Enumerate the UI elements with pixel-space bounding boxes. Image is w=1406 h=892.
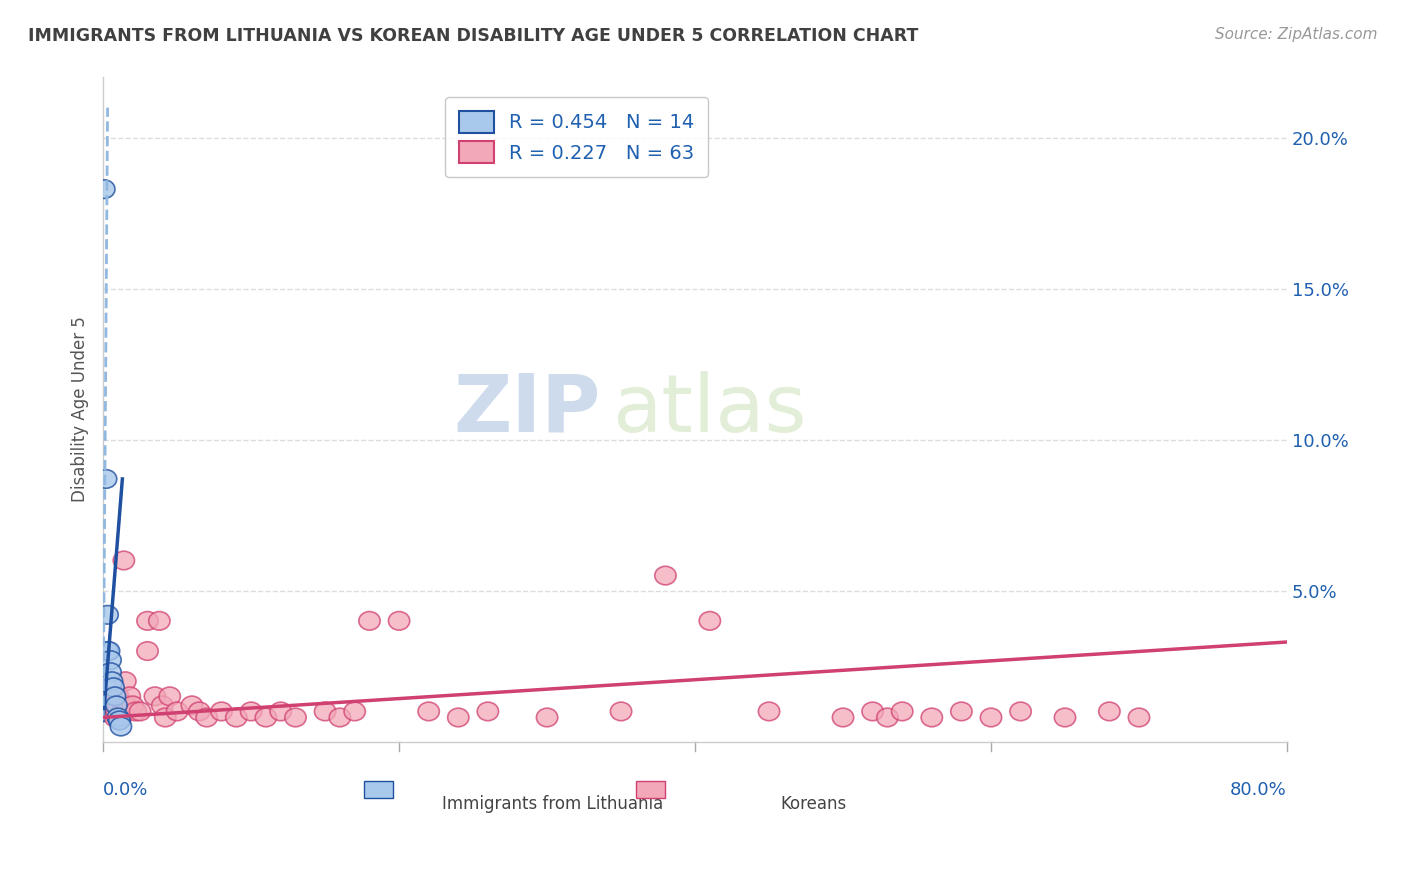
Text: 0.0%: 0.0% bbox=[103, 781, 149, 799]
Bar bbox=[364, 781, 394, 798]
Legend: R = 0.454   N = 14, R = 0.227   N = 63: R = 0.454 N = 14, R = 0.227 N = 63 bbox=[446, 97, 709, 177]
Text: Immigrants from Lithuania: Immigrants from Lithuania bbox=[443, 795, 664, 813]
Text: Source: ZipAtlas.com: Source: ZipAtlas.com bbox=[1215, 27, 1378, 42]
Bar bbox=[636, 781, 665, 798]
Text: IMMIGRANTS FROM LITHUANIA VS KOREAN DISABILITY AGE UNDER 5 CORRELATION CHART: IMMIGRANTS FROM LITHUANIA VS KOREAN DISA… bbox=[28, 27, 918, 45]
Text: ZIP: ZIP bbox=[453, 370, 600, 449]
Y-axis label: Disability Age Under 5: Disability Age Under 5 bbox=[72, 317, 89, 502]
Text: Koreans: Koreans bbox=[780, 795, 846, 813]
Text: atlas: atlas bbox=[612, 370, 807, 449]
Text: 80.0%: 80.0% bbox=[1230, 781, 1286, 799]
